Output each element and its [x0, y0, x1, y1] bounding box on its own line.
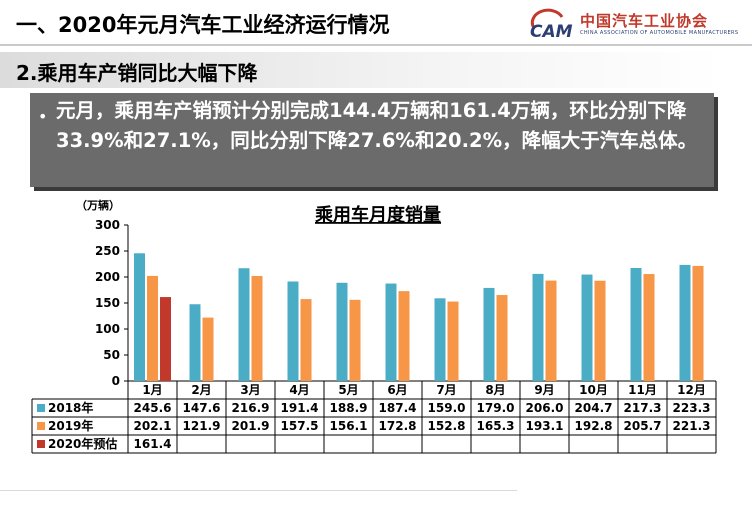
data-label: 206.0 [526, 401, 564, 415]
header: 一、2020年元月汽车工业经济运行情况 CAM 中国汽车工业协会 CHINA A… [0, 0, 752, 46]
logo: CAM 中国汽车工业协会 CHINA ASSOCIATION OF AUTOMO… [528, 8, 743, 42]
bar-2018年-9月 [532, 273, 544, 381]
data-label: 192.8 [575, 419, 613, 433]
bar-2018年-8月 [483, 287, 495, 381]
bar-2018年-7月 [434, 298, 446, 381]
data-label: 172.8 [379, 419, 417, 433]
y-tick-label: 300 [95, 218, 120, 232]
data-label: 147.6 [183, 401, 221, 415]
footer-divider [0, 490, 517, 491]
bar-2019年-10月 [594, 280, 606, 381]
bar-2019年-11月 [643, 274, 655, 381]
logo-org-name-en: CHINA ASSOCIATION OF AUTOMOBILE MANUFACT… [580, 30, 739, 36]
title-divider [0, 44, 752, 46]
data-label: 193.1 [526, 419, 564, 433]
data-label: 204.7 [575, 401, 613, 415]
summary-box: • 元月，乘用车产销预计分别完成144.4万辆和161.4万辆，环比分别下降33… [30, 93, 714, 187]
legend-label: 2018年 [48, 400, 93, 415]
data-label: 191.4 [281, 401, 319, 415]
data-label: 223.3 [673, 401, 711, 415]
logo-arc-icon [530, 8, 564, 29]
bar-2019年-3月 [251, 276, 263, 381]
data-label: 221.3 [673, 419, 711, 433]
summary-text: 元月，乘用车产销预计分别完成144.4万辆和161.4万辆，环比分别下降33.9… [56, 99, 698, 152]
data-table: 1月 2月 3月 4月 5月 6月 7月 8月 9月 10月 11月 12月 2018年 245.6 147… [31, 381, 717, 454]
x-tick-label: 3月 [240, 383, 260, 397]
bar-2018年-12月 [679, 264, 691, 381]
data-label: 165.3 [477, 419, 515, 433]
bar-2019年-9月 [545, 280, 557, 381]
bar-2019年-8月 [496, 295, 508, 381]
x-tick-label: 8月 [485, 383, 505, 397]
bar-2019年-2月 [202, 317, 214, 381]
x-tick-label: 11月 [628, 383, 657, 397]
data-label: 161.4 [134, 437, 172, 451]
chart-title: 乘用车月度销量 [314, 204, 441, 226]
bar-2019年-5月 [349, 299, 361, 381]
y-tick-label: 250 [95, 244, 120, 258]
data-label: 245.6 [134, 401, 172, 415]
y-tick-label: 0 [112, 374, 120, 388]
bar-2018年-11月 [630, 268, 642, 381]
bar-2018年-4月 [287, 281, 299, 381]
x-tick-label: 5月 [338, 383, 358, 397]
legend-label: 2019年 [48, 418, 93, 433]
x-tick-label: 2月 [191, 383, 211, 397]
data-label: 201.9 [232, 419, 270, 433]
x-tick-label: 9月 [534, 383, 554, 397]
x-tick-label: 6月 [387, 383, 407, 397]
bar-2019年-6月 [398, 291, 410, 381]
bullet-icon: • [38, 107, 48, 126]
x-tick-label: 7月 [436, 383, 456, 397]
legend-swatch [37, 440, 45, 448]
x-tick-label: 4月 [289, 383, 309, 397]
bar-2019年-12月 [692, 265, 704, 381]
y-tick-label: 150 [95, 296, 120, 310]
bar-2020年预估-1月 [160, 297, 171, 381]
bar-2018年-10月 [581, 274, 593, 381]
page-title: 一、2020年元月汽车工业经济运行情况 [16, 13, 390, 37]
chart-svg: 乘用车月度销量 （万辆） 0 50 100 150 200 250 300 1月 2月 3月 4月… [31, 198, 717, 454]
bar-2019年-1月 [147, 275, 158, 381]
data-label: 217.3 [624, 401, 662, 415]
x-tick-label: 12月 [677, 383, 706, 397]
bar-2019年-7月 [447, 301, 459, 381]
data-label: 152.8 [428, 419, 466, 433]
cam-logo-icon: CAM [530, 8, 573, 42]
data-label: 205.7 [624, 419, 662, 433]
y-tick-label: 200 [95, 270, 120, 284]
bar-2019年-4月 [300, 299, 312, 381]
data-label: 202.1 [134, 419, 172, 433]
bar-2018年-2月 [189, 304, 201, 381]
data-label: 179.0 [477, 401, 515, 415]
x-tick-label: 10月 [579, 383, 608, 397]
x-tick-label: 1月 [142, 383, 162, 397]
y-axis-label: （万辆） [76, 198, 120, 212]
bars [134, 253, 704, 381]
logo-org-name: 中国汽车工业协会 [580, 12, 709, 30]
bar-2018年-6月 [385, 283, 397, 381]
legend-swatch [37, 422, 45, 430]
chart: 乘用车月度销量 （万辆） 0 50 100 150 200 250 300 1月 2月 3月 4月… [0, 195, 752, 495]
data-label: 216.9 [232, 401, 270, 415]
legend-label: 2020年预估 [48, 436, 117, 451]
bar-2018年-3月 [238, 268, 250, 381]
data-label: 159.0 [428, 401, 466, 415]
data-label: 121.9 [183, 419, 221, 433]
section-subtitle-bar: 2.乘用车产销同比大幅下降 [0, 52, 722, 88]
section-subtitle: 2.乘用车产销同比大幅下降 [16, 61, 258, 85]
data-label: 187.4 [379, 401, 417, 415]
data-label: 188.9 [330, 401, 368, 415]
y-tick-label: 50 [103, 348, 120, 362]
bar-2018年-1月 [134, 253, 145, 381]
legend-swatch [37, 404, 45, 412]
y-tick-label: 100 [95, 322, 120, 336]
logo-monogram: CAM [530, 22, 573, 42]
bar-2018年-5月 [336, 282, 348, 381]
data-label: 156.1 [330, 419, 368, 433]
data-label: 157.5 [281, 419, 319, 433]
